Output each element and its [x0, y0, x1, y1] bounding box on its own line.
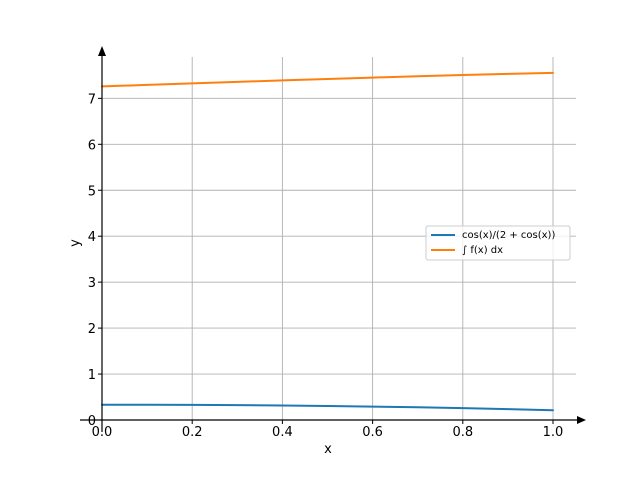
legend: cos(x)/(2 + cos(x)) ∫ f(x) dx [425, 225, 571, 261]
y-tick-label: 1 [88, 368, 96, 383]
y-axis-arrow-icon [98, 46, 106, 56]
y-tick-label: 7 [88, 92, 96, 107]
y-tick-label: 6 [88, 138, 96, 153]
y-tick-label: 4 [88, 230, 96, 245]
x-tick-label: 0.6 [362, 425, 383, 440]
ticks: 0.0 0.2 0.4 0.6 0.8 1.0 0 1 2 3 4 5 6 7 [88, 92, 564, 440]
legend-label-series-2: ∫ f(x) dx [462, 245, 503, 256]
series-layer [101, 71, 554, 412]
x-axis-title: x [324, 442, 332, 457]
y-tick-label: 2 [88, 322, 96, 337]
x-tick-label: 0.0 [92, 425, 113, 440]
x-axis-arrow-icon [577, 416, 586, 424]
y-tick-label: 3 [88, 276, 96, 291]
series-line-1 [101, 403, 554, 412]
series-line-2 [101, 71, 554, 88]
y-axis-title: y [68, 239, 83, 247]
x-tick-label: 0.4 [272, 425, 293, 440]
y-tick-label: 5 [88, 184, 96, 199]
x-tick-label: 0.2 [182, 425, 203, 440]
legend-box [425, 225, 571, 261]
axes [80, 46, 586, 432]
y-tick-label: 0 [88, 414, 96, 429]
x-tick-label: 0.8 [452, 425, 473, 440]
legend-label-series-1: cos(x)/(2 + cos(x)) [462, 230, 555, 241]
x-tick-label: 1.0 [543, 425, 564, 440]
